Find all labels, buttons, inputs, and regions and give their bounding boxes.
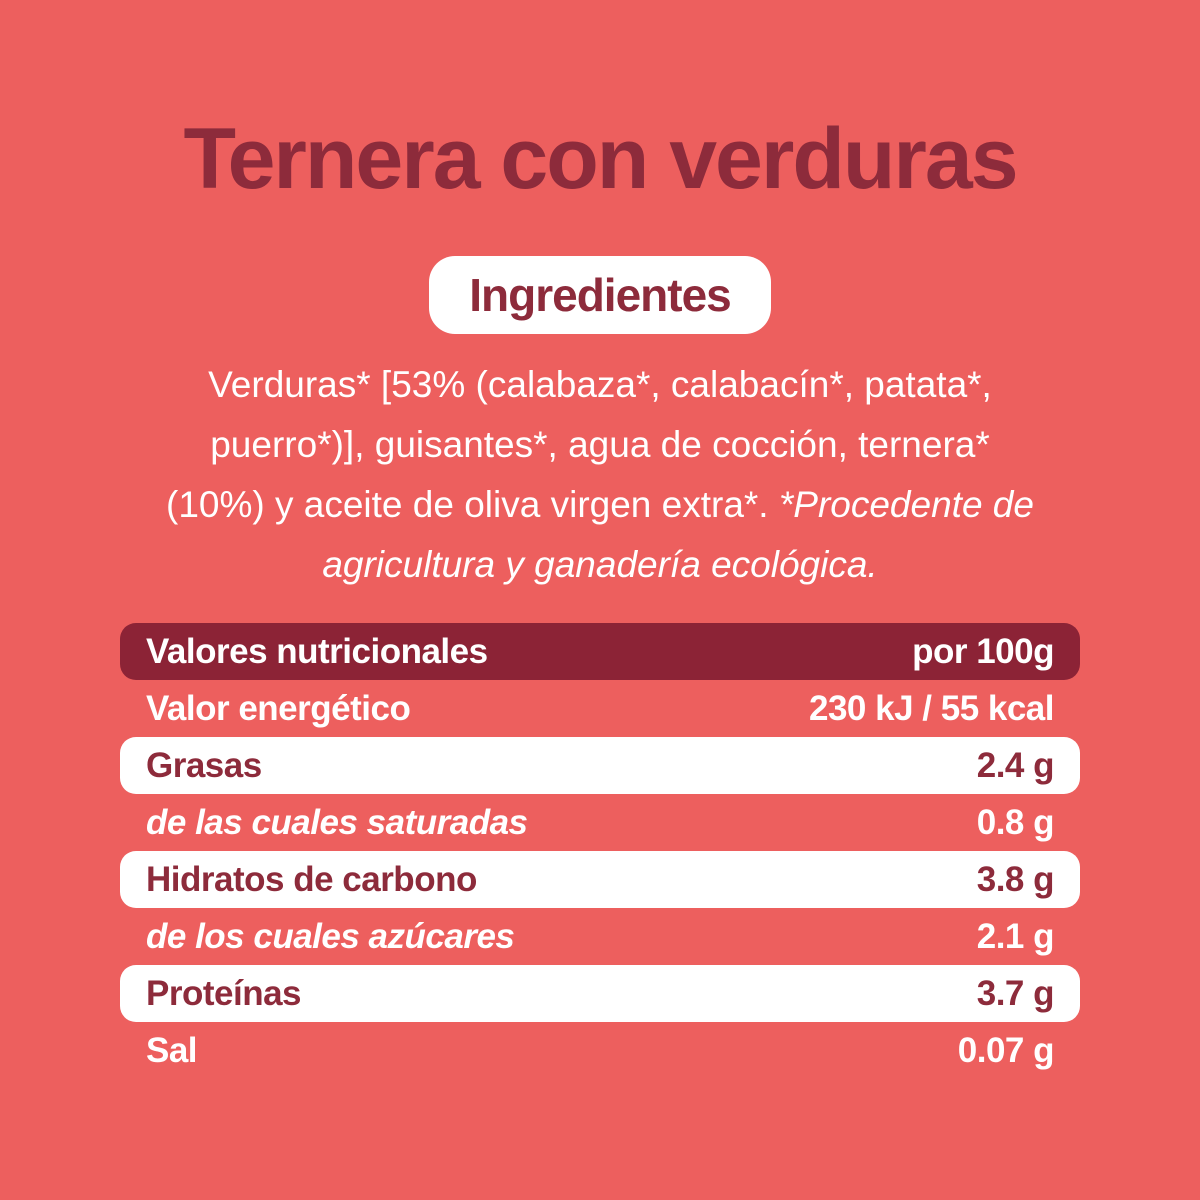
ingredients-line-italic: *Procedente de	[778, 484, 1034, 525]
nutrition-table: Valores nutricionales por 100g Valor ene…	[120, 623, 1080, 1079]
table-row-fat: Grasas 2.4 g	[120, 737, 1080, 794]
table-row-carbohydrates: Hidratos de carbono 3.8 g	[120, 851, 1080, 908]
table-row-sugars: de los cuales azúcares 2.1 g	[120, 908, 1080, 965]
row-label: Proteínas	[146, 973, 302, 1013]
ingredients-line-regular: (10%) y aceite de oliva virgen extra*.	[166, 484, 779, 525]
row-label: Valor energético	[146, 688, 411, 728]
ingredients-badge-container: Ingredientes	[0, 256, 1200, 334]
row-value: 0.8 g	[976, 802, 1055, 842]
row-label: Sal	[146, 1030, 198, 1070]
ingredients-line: Verduras* [53% (calabaza*, calabacín*, p…	[0, 355, 1200, 415]
row-label: Hidratos de carbono	[146, 859, 477, 899]
nutrition-header-label: Valores nutricionales	[146, 631, 488, 671]
row-value: 3.7 g	[976, 973, 1055, 1013]
nutrition-table-header: Valores nutricionales por 100g	[120, 623, 1080, 680]
table-row-protein: Proteínas 3.7 g	[120, 965, 1080, 1022]
page-title: Ternera con verduras	[183, 111, 1018, 207]
row-value: 3.8 g	[976, 859, 1055, 899]
row-value: 230 kJ / 55 kcal	[809, 688, 1055, 728]
table-row-saturated-fat: de las cuales saturadas 0.8 g	[120, 794, 1080, 851]
row-label: de los cuales azúcares	[146, 916, 515, 956]
ingredients-line-regular: puerro*)], guisantes*, agua de cocción, …	[210, 424, 990, 465]
table-row-energy: Valor energético 230 kJ / 55 kcal	[120, 680, 1080, 737]
ingredients-line-italic: agricultura y ganadería ecológica.	[322, 544, 878, 585]
row-value: 2.4 g	[976, 745, 1055, 785]
row-value: 2.1 g	[976, 916, 1055, 956]
nutrition-header-unit: por 100g	[912, 631, 1054, 671]
ingredients-line: puerro*)], guisantes*, agua de cocción, …	[0, 415, 1200, 475]
ingredients-text: Verduras* [53% (calabaza*, calabacín*, p…	[0, 355, 1200, 595]
ingredients-line: agricultura y ganadería ecológica.	[0, 535, 1200, 595]
row-label: Grasas	[146, 745, 262, 785]
row-label: de las cuales saturadas	[146, 802, 528, 842]
ingredients-line: (10%) y aceite de oliva virgen extra*. *…	[0, 475, 1200, 535]
ingredients-badge: Ingredientes	[429, 256, 771, 334]
row-value: 0.07 g	[957, 1030, 1055, 1070]
ingredients-line-regular: Verduras* [53% (calabaza*, calabacín*, p…	[208, 364, 992, 405]
table-row-salt: Sal 0.07 g	[120, 1022, 1080, 1079]
